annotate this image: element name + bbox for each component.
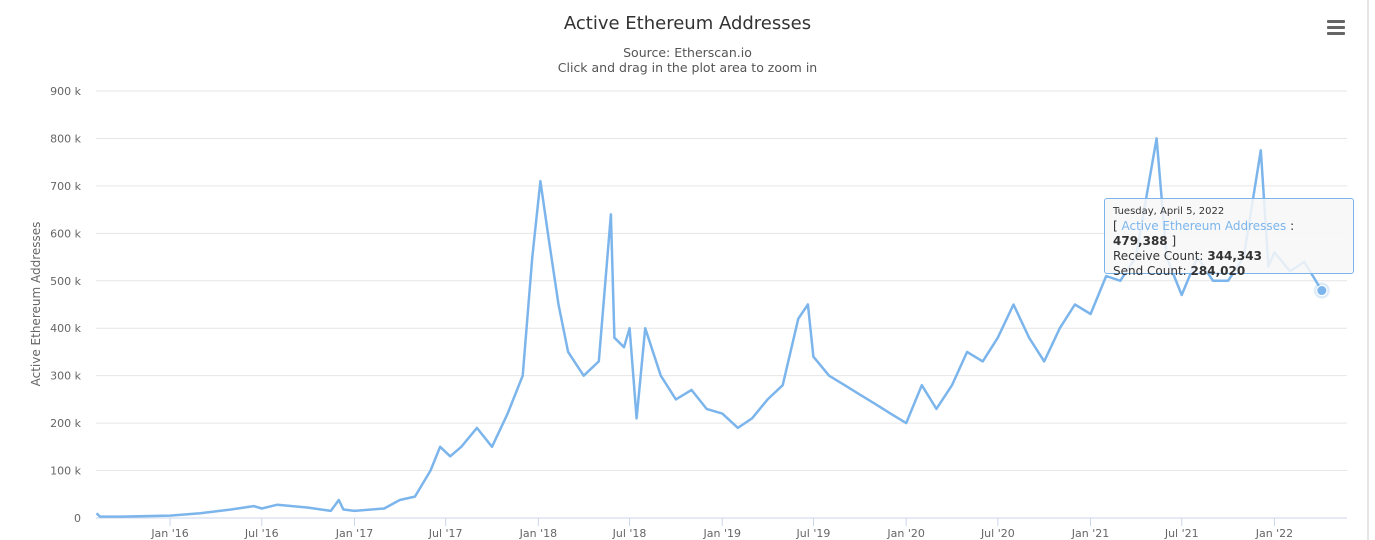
y-tick-label: 400 k — [50, 322, 81, 335]
y-tick-label: 500 k — [50, 275, 81, 288]
y-tick-label: 700 k — [50, 180, 81, 193]
hamburger-menu-icon[interactable] — [1322, 16, 1350, 40]
tooltip-send-row: Send Count: 284,020 — [1113, 264, 1345, 279]
x-tick-label: Jan '21 — [1071, 527, 1109, 540]
tooltip-receive-label: Receive Count: — [1113, 249, 1204, 263]
y-tick-label: 0 — [74, 512, 81, 525]
x-tick-label: Jan '20 — [886, 527, 924, 540]
x-tick-label: Jan '17 — [335, 527, 373, 540]
tooltip-receive-row: Receive Count: 344,343 — [1113, 249, 1345, 264]
y-tick-label: 800 k — [50, 132, 81, 145]
tooltip-series-row: [ Active Ethereum Addresses : 479,388 ] — [1113, 219, 1295, 248]
x-tick-label: Jul '20 — [980, 527, 1015, 540]
tooltip: Tuesday, April 5, 2022 [ Active Ethereum… — [1104, 198, 1354, 278]
grid-lines — [96, 90, 1347, 472]
series-active-ethereum-addresses[interactable] — [95, 137, 1330, 518]
x-tick-label: Jul '17 — [428, 527, 463, 540]
x-tick-label: Jul '19 — [796, 527, 831, 540]
y-tick-label: 900 k — [50, 85, 81, 98]
tooltip-receive-value: 344,343 — [1207, 249, 1262, 263]
x-tick-label: Jan '19 — [703, 527, 741, 540]
x-tick-label: Jan '16 — [150, 527, 188, 540]
y-tick-label: 300 k — [50, 370, 81, 383]
chart-frame-border — [1367, 0, 1369, 540]
chart-subtitle-zoom-hint: Click and drag in the plot area to zoom … — [557, 60, 818, 75]
y-tick-label: 600 k — [50, 227, 81, 240]
x-tick-label: Jul '21 — [1164, 527, 1199, 540]
tooltip-send-label: Send Count: — [1113, 264, 1187, 278]
y-axis-label: Active Ethereum Addresses — [29, 222, 43, 387]
series-line[interactable] — [95, 137, 1323, 518]
x-tick-label: Jan '22 — [1255, 527, 1293, 540]
y-tick-label: 200 k — [50, 417, 81, 430]
chart-subtitle-source: Source: Etherscan.io — [623, 45, 752, 60]
tooltip-date: Tuesday, April 5, 2022 — [1113, 206, 1225, 217]
x-tick-label: Jan '18 — [519, 527, 557, 540]
x-tick-label: Jul '18 — [612, 527, 647, 540]
y-tick-label: 100 k — [50, 465, 81, 478]
x-tick-label: Jul '16 — [244, 527, 279, 540]
chart-subtitle: Source: Etherscan.io Click and drag in t… — [0, 45, 1375, 75]
tooltip-send-value: 284,020 — [1190, 264, 1246, 278]
tooltip-series-value: 479,388 — [1113, 234, 1168, 248]
chart-title: Active Ethereum Addresses — [563, 13, 812, 34]
hover-point[interactable] — [1316, 285, 1328, 297]
x-axis-ticks: Jan '16 Jul '16 Jan '17 Jul '17 Jan '18 Jul '… — [150, 518, 1293, 540]
y-axis-ticks: 0 100 k 200 k 300 k 400 k 500 k 600 k 700 k 800 … — [50, 85, 81, 525]
tooltip-series-name: Active Ethereum Addresses — [1121, 219, 1287, 233]
